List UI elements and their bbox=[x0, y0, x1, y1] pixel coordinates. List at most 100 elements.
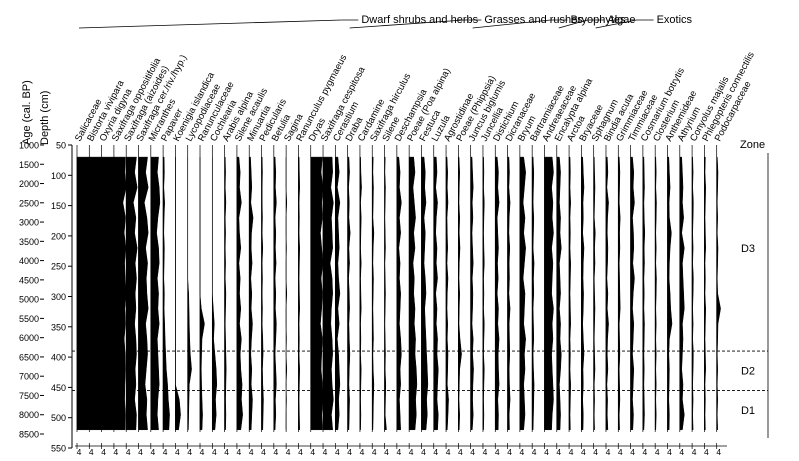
taxon-curve bbox=[495, 156, 500, 431]
taxon-curve bbox=[630, 156, 635, 431]
scale-tick-label: 4 bbox=[704, 447, 709, 457]
scale-tick-label: 4 bbox=[396, 447, 401, 457]
depth-tick-label: 50 bbox=[56, 141, 66, 151]
group-label: Grasses and rushes bbox=[484, 14, 583, 26]
group-bracket-line bbox=[472, 19, 551, 29]
taxon-curve bbox=[175, 156, 181, 431]
taxon-curve bbox=[273, 156, 277, 431]
group-label: Dwarf shrubs and herbs bbox=[361, 14, 478, 26]
scale-tick-label: 4 bbox=[249, 447, 254, 457]
depth-tick-label: 150 bbox=[51, 201, 66, 211]
age-tick-label: 4000 bbox=[19, 256, 39, 266]
scale-tick-label: 4 bbox=[483, 447, 488, 457]
zone-label: D3 bbox=[741, 243, 755, 255]
scale-tick-label: 4 bbox=[114, 447, 119, 457]
scale-tick-label: 4 bbox=[360, 447, 365, 457]
scale-tick-label: 4 bbox=[581, 447, 586, 457]
age-tick-label: 5000 bbox=[19, 295, 39, 305]
taxon-curve bbox=[556, 156, 562, 431]
taxon-curve bbox=[384, 156, 387, 431]
depth-tick-label: 500 bbox=[51, 413, 66, 423]
age-tick-label: 2500 bbox=[19, 198, 39, 208]
scale-tick-label: 4 bbox=[458, 447, 463, 457]
age-tick-label: 3000 bbox=[19, 218, 39, 228]
group-bracket-line bbox=[595, 19, 637, 29]
scale-tick-label: 4 bbox=[520, 447, 525, 457]
scale-tick-label: 4 bbox=[618, 447, 623, 457]
scale-tick-label: 4 bbox=[544, 447, 549, 457]
age-tick-label: 7500 bbox=[19, 391, 39, 401]
scale-tick-label: 4 bbox=[569, 447, 574, 457]
taxon-curve bbox=[76, 156, 91, 431]
taxon-curve bbox=[359, 156, 362, 431]
taxon-curve bbox=[667, 156, 673, 431]
taxon-curve bbox=[568, 156, 571, 431]
scale-tick-label: 4 bbox=[212, 447, 217, 457]
age-tick-label: 4500 bbox=[19, 275, 39, 285]
depth-tick-label: 200 bbox=[51, 231, 66, 241]
scale-tick-label: 4 bbox=[310, 447, 315, 457]
scale-tick-label: 4 bbox=[716, 447, 721, 457]
zone-label: D2 bbox=[741, 366, 755, 378]
age-tick-label: 6500 bbox=[19, 352, 39, 362]
taxon-curve bbox=[593, 156, 596, 431]
zonation: Zone D3 D2 D1 bbox=[72, 139, 769, 438]
taxon-curve bbox=[322, 156, 334, 431]
taxon-curve bbox=[187, 156, 192, 431]
taxon-curve bbox=[531, 156, 535, 431]
taxon-curve bbox=[716, 156, 721, 431]
scale-tick-label: 4 bbox=[556, 447, 561, 457]
depth-tick-label: 550 bbox=[51, 444, 66, 454]
taxon-curve bbox=[335, 156, 341, 431]
depth-tick-label: 250 bbox=[51, 262, 66, 272]
scale-tick-label: 4 bbox=[273, 447, 278, 457]
taxon-curve bbox=[433, 156, 439, 431]
age-tick-label: 6000 bbox=[19, 333, 39, 343]
age-tick-label: 8000 bbox=[19, 410, 39, 420]
group-bracket-line bbox=[558, 19, 588, 29]
taxon-curve bbox=[482, 156, 485, 431]
zone-title: Zone bbox=[740, 139, 765, 151]
taxon-curve bbox=[519, 156, 526, 431]
age-tick-label: 8500 bbox=[19, 430, 39, 440]
taxon-curve bbox=[138, 156, 149, 431]
taxon-curve bbox=[642, 156, 646, 431]
depth-axis-label: Depth (cm) bbox=[39, 91, 51, 145]
age-tick-label: 3500 bbox=[19, 237, 39, 247]
scale-tick-label: 4 bbox=[421, 447, 426, 457]
scale-tick-label: 4 bbox=[593, 447, 598, 457]
taxon-curve bbox=[371, 156, 375, 431]
group-bracket-line bbox=[349, 19, 465, 29]
taxon-curve bbox=[285, 156, 288, 431]
scale-tick-label: 4 bbox=[347, 447, 352, 457]
taxon-curve bbox=[162, 156, 170, 431]
taxon-curve bbox=[347, 156, 351, 431]
group-bracket-line bbox=[78, 19, 342, 29]
scale-tick-label: 4 bbox=[692, 447, 697, 457]
scale-tick-label: 4 bbox=[433, 447, 438, 457]
taxon-curve bbox=[298, 156, 300, 431]
taxon-curve bbox=[248, 156, 254, 431]
scale-tick-label: 4 bbox=[237, 447, 242, 457]
taxon-curve bbox=[605, 156, 609, 431]
scale-tick-label: 4 bbox=[470, 447, 475, 457]
taxon-curve bbox=[396, 156, 402, 431]
taxon-curve bbox=[224, 156, 227, 431]
scale-tick-label: 4 bbox=[261, 447, 266, 457]
scale-tick-label: 4 bbox=[655, 447, 660, 457]
age-tick-label: 2000 bbox=[19, 179, 39, 189]
taxon-curve bbox=[704, 156, 706, 431]
taxon-curve bbox=[691, 156, 694, 431]
scale-tick-label: 4 bbox=[163, 447, 168, 457]
scale-tick-label: 4 bbox=[409, 447, 414, 457]
age-tick-label: 1000 bbox=[19, 141, 39, 151]
depth-and-age-axes: 50 100 150 200 250 300 350 400 450 500 550 1000 1500… bbox=[19, 141, 73, 454]
scale-tick-label: 4 bbox=[495, 447, 500, 457]
scale-tick-label: 4 bbox=[224, 447, 229, 457]
scale-tick-label: 4 bbox=[606, 447, 611, 457]
age-tick-label: 7000 bbox=[19, 372, 39, 382]
scale-tick-label: 4 bbox=[335, 447, 340, 457]
taxon-curve bbox=[679, 156, 685, 431]
